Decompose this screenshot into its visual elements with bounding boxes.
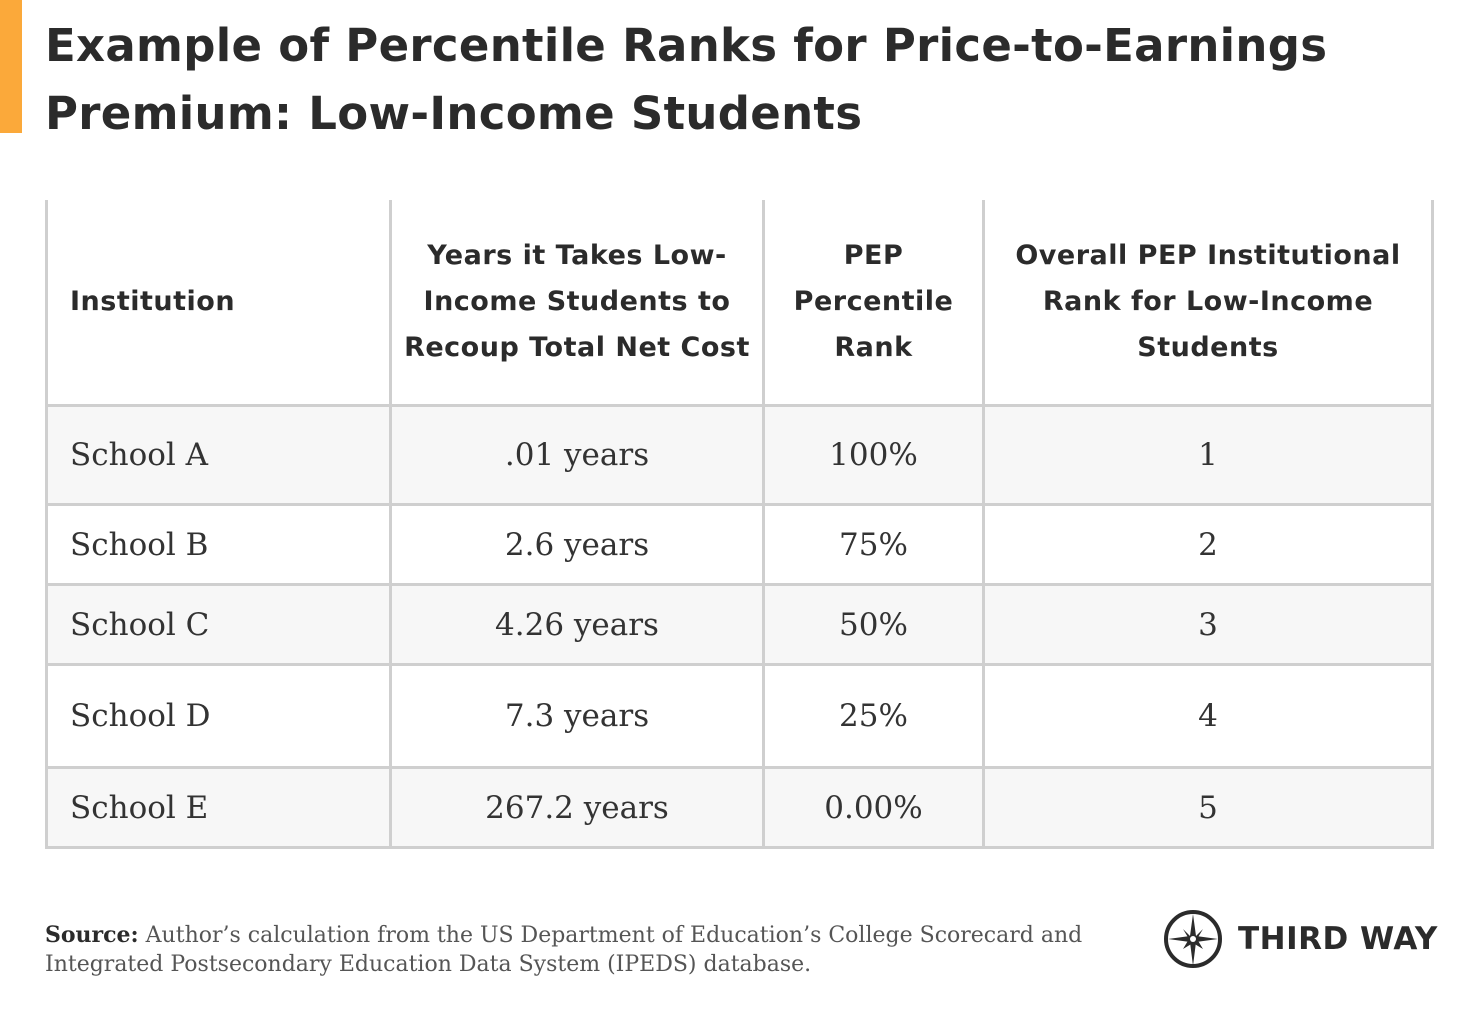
- header-pep-percentile: PEP Percentile Rank: [762, 200, 985, 407]
- page-title: Example of Percentile Ranks for Price-to…: [45, 19, 1328, 140]
- accent-bar: [0, 0, 22, 133]
- table-row: School A .01 years 100% 1: [45, 404, 1434, 506]
- header-row: Institution Years it Takes Low-Income St…: [45, 200, 1434, 407]
- table-row: School D 7.3 years 25% 4: [45, 663, 1434, 769]
- cell-institution: School A: [45, 404, 392, 506]
- cell-overall-rank: 2: [982, 503, 1434, 586]
- cell-years-to-recoup: 7.3 years: [389, 663, 765, 769]
- header-institution: Institution: [45, 200, 392, 407]
- source-text: Author’s calculation from the US Departm…: [45, 923, 1083, 977]
- cell-overall-rank: 1: [982, 404, 1434, 506]
- cell-years-to-recoup: 267.2 years: [389, 766, 765, 849]
- cell-pep-percentile: 0.00%: [762, 766, 985, 849]
- table-row: School B 2.6 years 75% 2: [45, 503, 1434, 586]
- header-overall-rank: Overall PEP Institutional Rank for Low-I…: [982, 200, 1434, 407]
- cell-overall-rank: 5: [982, 766, 1434, 849]
- logo-wordmark: THIRD WAY: [1238, 921, 1438, 957]
- cell-institution: School E: [45, 766, 392, 849]
- cell-years-to-recoup: .01 years: [389, 404, 765, 506]
- third-way-logo: THIRD WAY: [1162, 908, 1438, 970]
- table-row: School C 4.26 years 50% 3: [45, 583, 1434, 666]
- cell-institution: School B: [45, 503, 392, 586]
- percentile-rank-table: Institution Years it Takes Low-Income St…: [45, 200, 1434, 849]
- source-label: Source:: [45, 922, 139, 948]
- cell-years-to-recoup: 4.26 years: [389, 583, 765, 666]
- table-row: School E 267.2 years 0.00% 5: [45, 766, 1434, 849]
- cell-pep-percentile: 25%: [762, 663, 985, 769]
- cell-institution: School C: [45, 583, 392, 666]
- cell-pep-percentile: 75%: [762, 503, 985, 586]
- cell-pep-percentile: 100%: [762, 404, 985, 506]
- cell-pep-percentile: 50%: [762, 583, 985, 666]
- compass-star-icon: [1164, 910, 1222, 968]
- cell-years-to-recoup: 2.6 years: [389, 503, 765, 586]
- header-years-to-recoup: Years it Takes Low-Income Students to Re…: [389, 200, 765, 407]
- source-note: Source: Author’s calculation from the US…: [45, 921, 1125, 979]
- cell-overall-rank: 4: [982, 663, 1434, 769]
- cell-overall-rank: 3: [982, 583, 1434, 666]
- cell-institution: School D: [45, 663, 392, 769]
